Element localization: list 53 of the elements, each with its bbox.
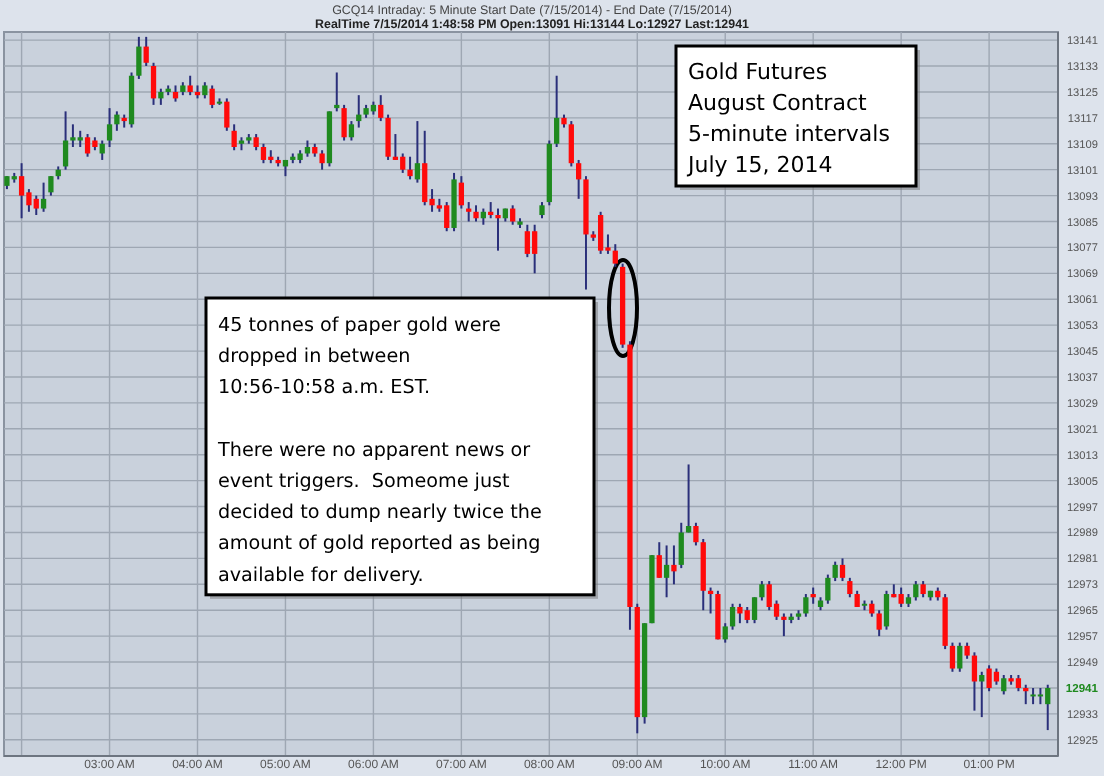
candlestick <box>847 576 853 599</box>
candlestick <box>1045 683 1051 732</box>
candlestick <box>678 521 684 570</box>
candlestick <box>18 162 25 220</box>
candlestick <box>913 580 919 602</box>
candlestick <box>612 243 618 268</box>
candlestick <box>143 35 149 68</box>
candlestick <box>898 586 904 608</box>
candlestick <box>150 61 157 106</box>
candlestick <box>957 641 963 673</box>
candlestick <box>597 210 604 255</box>
candlestick <box>1001 674 1007 696</box>
candlestick <box>106 107 113 148</box>
candlestick <box>524 223 530 259</box>
candlestick <box>224 97 230 132</box>
candlestick <box>715 589 721 641</box>
candlestick <box>495 207 501 252</box>
candlestick <box>554 74 560 148</box>
candlestick <box>832 560 838 583</box>
candlestick <box>839 557 846 583</box>
candlestick <box>260 142 267 165</box>
candlestick <box>231 123 237 152</box>
candlestick <box>737 602 743 625</box>
candlestick <box>444 201 450 233</box>
candlestick <box>319 149 325 171</box>
text: 45 tonnes of paper gold were dropped in between 10:56-10:58 a.m. EST. There were no apparent news or event triggers. Someome just decided to dump nearly twice the amount of gold reported as being available for delivery. <box>218 314 542 587</box>
candlestick <box>825 573 831 605</box>
candlestick <box>414 120 421 184</box>
candlestick <box>751 596 758 625</box>
candlestick <box>883 589 890 631</box>
candlestick <box>510 204 516 226</box>
candlestick <box>729 602 736 631</box>
candlestick <box>722 622 728 644</box>
candlestick <box>532 223 538 275</box>
candlestick <box>766 580 772 612</box>
candlestick <box>62 110 69 171</box>
candlestick <box>971 651 978 712</box>
candlestick <box>803 593 809 618</box>
candlestick <box>187 74 193 97</box>
candlestick <box>33 194 39 217</box>
candlestick <box>656 541 662 579</box>
candlestick <box>422 129 428 207</box>
candlestick <box>400 152 406 174</box>
candlestick <box>209 84 215 110</box>
candlestick <box>568 120 574 168</box>
candlestick <box>759 580 765 602</box>
candlestick <box>348 120 355 142</box>
annotation: Gold Futures August Contract 5-minute intervals July 15, 2014 <box>686 58 891 178</box>
candlestick <box>407 155 413 181</box>
candlestick <box>458 175 465 210</box>
candlestick <box>663 544 670 599</box>
candlestick <box>84 133 91 158</box>
candlestick <box>40 181 47 213</box>
